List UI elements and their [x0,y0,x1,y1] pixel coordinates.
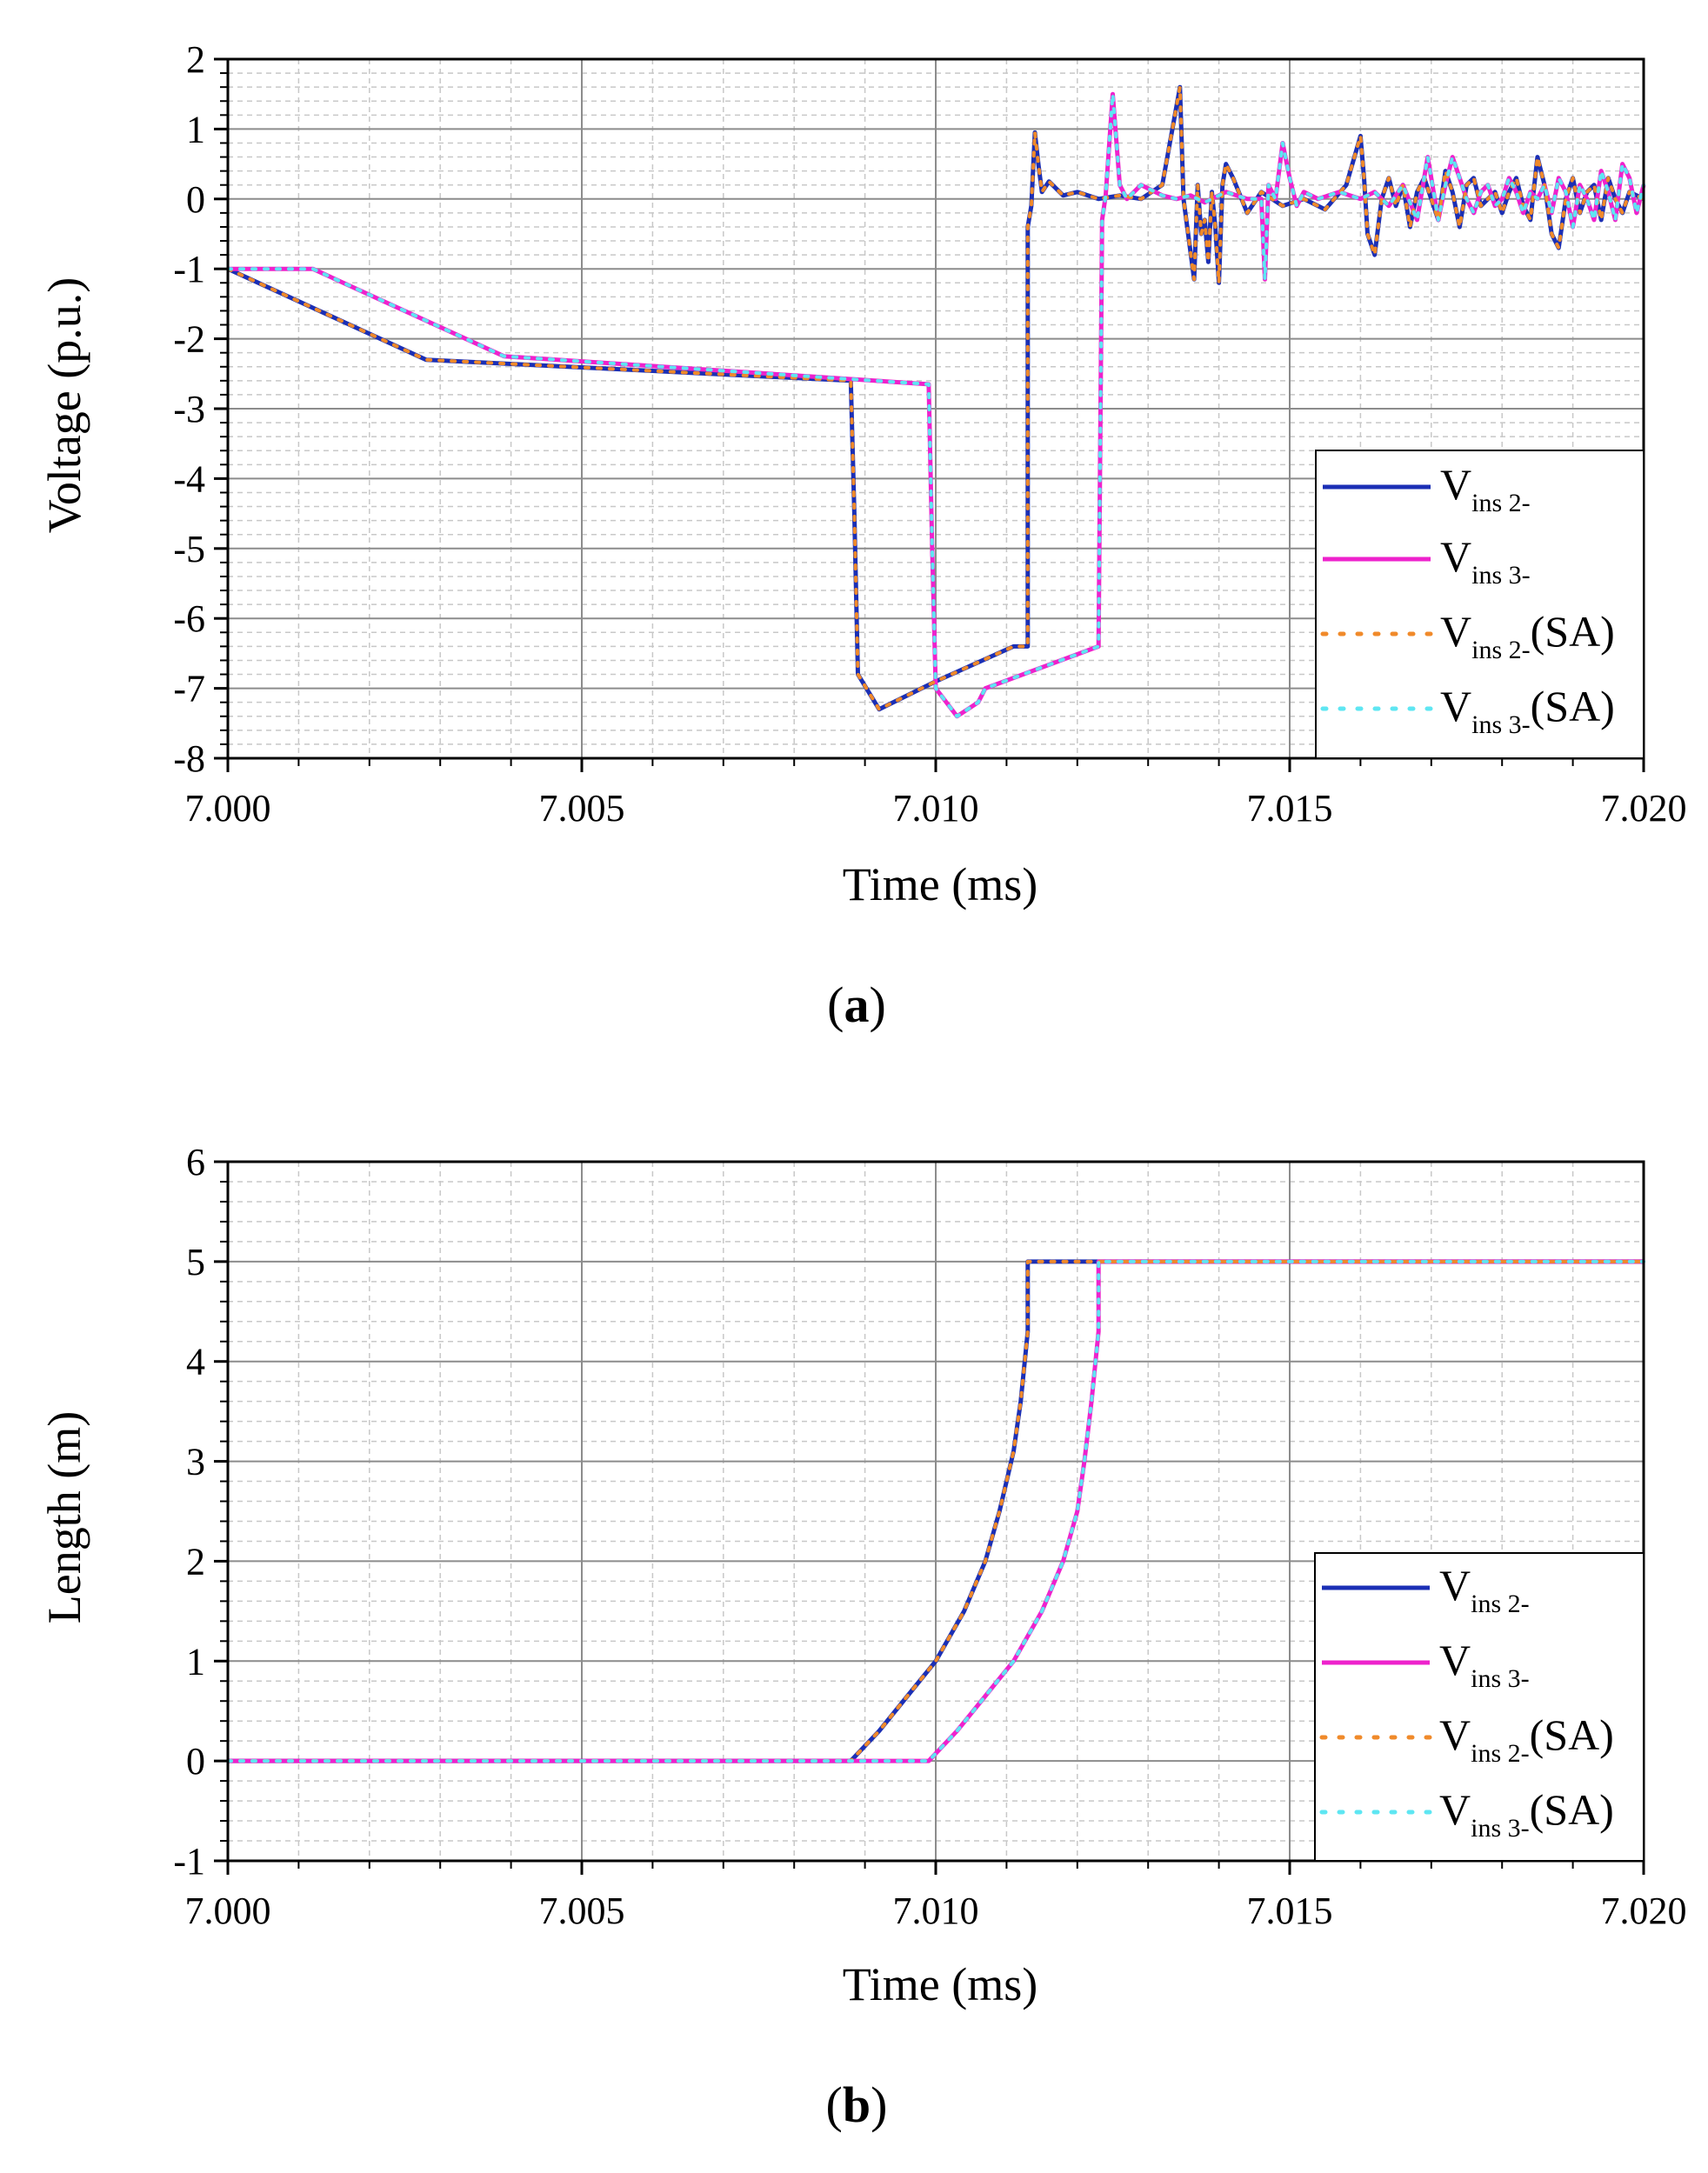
y-tick-label: 0 [186,178,205,221]
legend-label: Vins 3-(SA) [1439,1785,1614,1843]
legend-box [1315,450,1645,759]
x-tick-label: 7.015 [1247,1890,1333,1932]
x-tick-label: 7.005 [539,787,625,830]
voltage-chart-x-title: Time (ms) [843,858,1038,910]
panel-b-caption-letter: b [843,2076,871,2133]
y-tick-label: -5 [173,528,205,570]
x-tick-label: 7.000 [185,1890,271,1932]
x-tick-label: 7.015 [1247,787,1333,830]
x-tick-label: 7.020 [1601,1890,1687,1932]
length-chart-panel: 7.000 7.005 7.010 7.015 7.020 -1 0 1 2 3 4 5 6 Vins … [38,1141,1687,2133]
y-tick-label: -4 [173,457,205,500]
y-tick-label: 3 [186,1441,205,1483]
x-tick-label: 7.020 [1601,787,1687,830]
y-tick-label: -8 [173,737,205,780]
voltage-chart-ticks: 7.000 7.005 7.010 7.015 7.020 -8 -7 -6 -5 -4 -3 -2 -… [173,38,1686,830]
length-series-v-ins-3-sa [226,1259,1645,1763]
y-tick-label: -3 [173,388,205,430]
y-tick-label: 2 [186,1540,205,1583]
x-tick-label: 7.005 [539,1890,625,1932]
x-tick-label: 7.010 [893,1890,979,1932]
legend-label: Vins 3- [1440,532,1531,590]
legend-label: Vins 2- [1440,460,1531,517]
length-series-v-ins-2-sa [226,1259,1645,1763]
legend-label: Vins 2-(SA) [1440,607,1615,664]
legend-label: Vins 3-(SA) [1440,682,1615,739]
y-tick-label: 1 [186,1640,205,1683]
y-tick-label: 5 [186,1241,205,1283]
legend-label: Vins 3- [1439,1636,1530,1693]
length-chart-ticks: 7.000 7.005 7.010 7.015 7.020 -1 0 1 2 3 4 5 6 [173,1141,1686,1932]
legend-label: Vins 2-(SA) [1439,1710,1614,1768]
y-tick-label: -2 [173,318,205,361]
voltage-chart-series [226,84,1646,719]
legend-box [1314,1552,1645,1862]
voltage-chart-y-title: Voltage (p.u.) [38,277,90,533]
y-tick-label: 4 [186,1341,205,1383]
voltage-series-v-ins-2-sa [226,85,1645,711]
y-tick-label: 6 [186,1141,205,1183]
x-tick-label: 7.010 [893,787,979,830]
panel-a-caption: (a) [827,977,886,1033]
y-tick-label: -7 [173,668,205,710]
y-tick-label: -1 [173,248,205,290]
length-chart-series [226,1259,1645,1763]
panel-b-caption: (b) [826,2076,888,2133]
voltage-series-v-ins-3-sa [226,92,1645,718]
x-tick-label: 7.000 [185,787,271,830]
length-chart-legend: Vins 2- Vins 3- Vins 2-(SA) Vins 3-(SA) [1314,1552,1645,1862]
legend-label: Vins 2- [1439,1561,1530,1618]
panel-a-caption-letter: a [844,977,870,1033]
y-tick-label: 0 [186,1740,205,1783]
y-tick-label: 2 [186,38,205,81]
length-chart-y-title: Length (m) [38,1411,90,1623]
y-tick-label: -1 [173,1840,205,1883]
y-tick-label: -6 [173,597,205,640]
voltage-chart-legend: Vins 2- Vins 3- Vins 2-(SA) Vins 3-(SA) [1315,450,1645,759]
y-tick-label: 1 [186,108,205,150]
length-chart-x-title: Time (ms) [843,1958,1038,2010]
voltage-chart-panel: 7.000 7.005 7.010 7.015 7.020 -8 -7 -6 -5 -4 -3 -2 -… [38,38,1687,1033]
